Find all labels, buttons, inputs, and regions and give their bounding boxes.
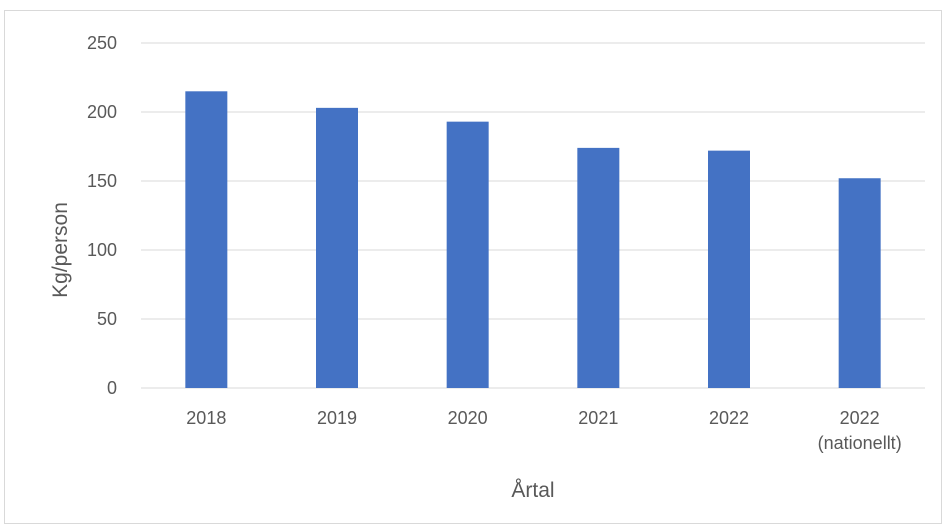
x-tick-label: 2019 — [317, 408, 357, 428]
y-tick-label: 250 — [87, 33, 117, 53]
gridlines — [141, 42, 925, 389]
bar — [838, 178, 881, 388]
bar — [708, 150, 750, 388]
y-tick-label: 0 — [107, 378, 117, 398]
x-tick-label: 2018 — [186, 408, 226, 428]
y-tick-label: 50 — [97, 309, 117, 329]
bar — [185, 91, 228, 389]
y-tick-label: 150 — [87, 171, 117, 191]
x-tick-label: 2021 — [578, 408, 618, 428]
bars — [185, 91, 881, 389]
x-tick-label: 2022 — [709, 408, 749, 428]
bar — [577, 147, 620, 388]
bar — [316, 107, 358, 389]
x-axis-title: Årtal — [511, 479, 554, 502]
x-tick-labels: 2018 2019 2020 2021 2022 2022 (nationellt) — [186, 408, 901, 453]
x-tick-label: (nationellt) — [818, 433, 902, 453]
y-tick-labels: 0 50 100 150 200 250 — [87, 33, 117, 398]
x-tick-label: 2022 — [840, 408, 880, 428]
y-axis-title: Kg/person — [49, 202, 72, 298]
x-tick-label: 2020 — [448, 408, 488, 428]
bar — [446, 121, 489, 388]
y-tick-label: 200 — [87, 102, 117, 122]
y-tick-label: 100 — [87, 240, 117, 260]
